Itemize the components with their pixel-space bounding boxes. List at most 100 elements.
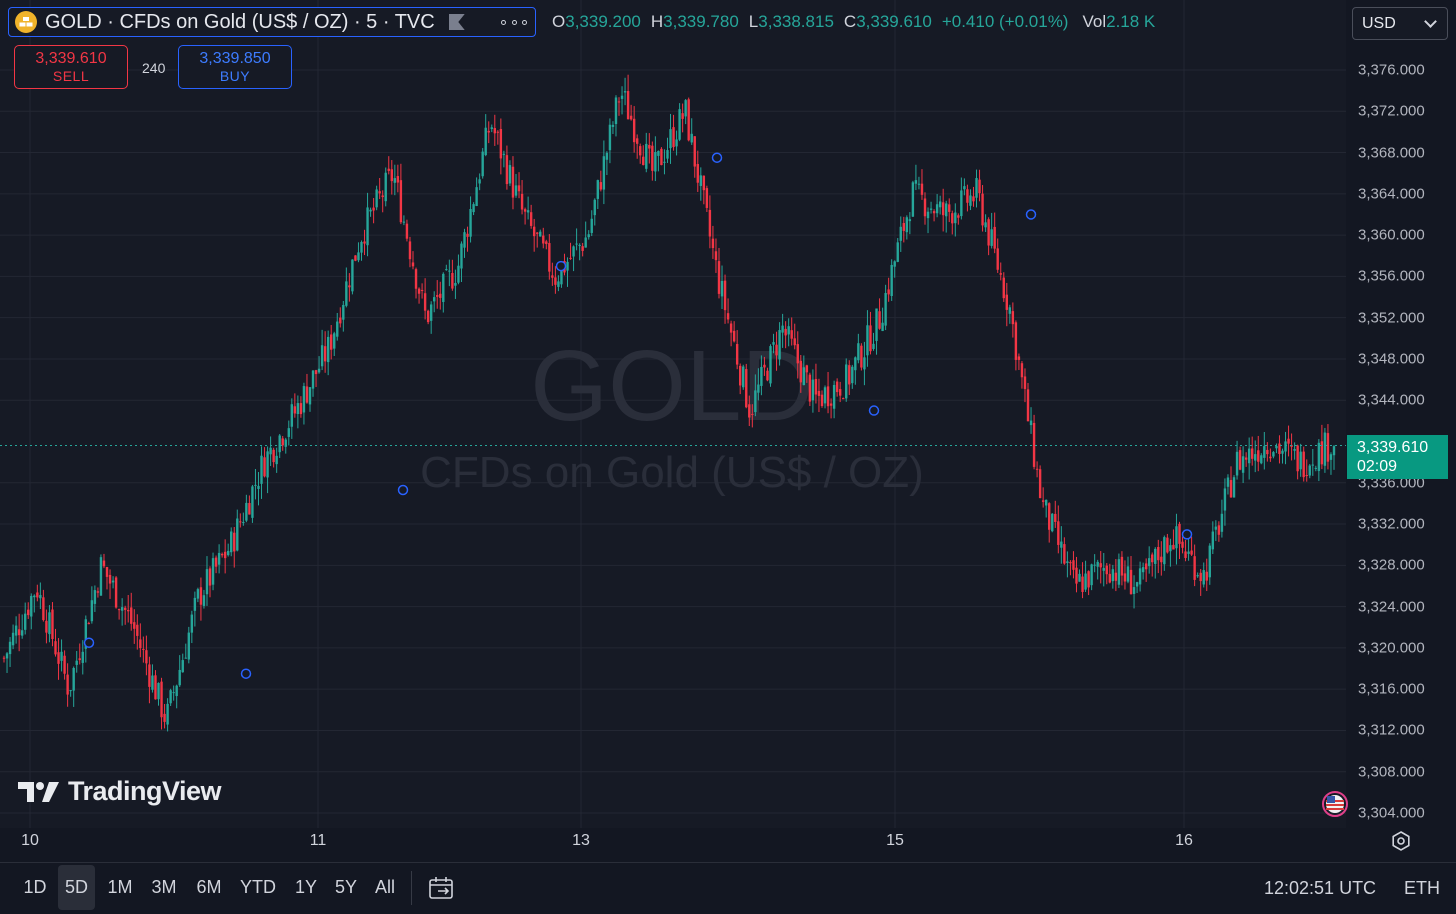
- candle-body: [838, 389, 842, 396]
- candle-body: [75, 660, 78, 665]
- time-axis-label: 13: [572, 832, 590, 849]
- candle-body: [1269, 456, 1272, 459]
- candle-body: [184, 657, 187, 659]
- candle-body: [211, 558, 215, 585]
- candle-body: [1302, 451, 1305, 478]
- candle-body: [745, 369, 748, 408]
- range-button-all[interactable]: All: [374, 877, 395, 897]
- candle-body: [926, 211, 930, 219]
- range-button-6m[interactable]: 6M: [196, 877, 222, 897]
- candle-body: [820, 394, 824, 407]
- range-button-3m[interactable]: 3M: [151, 877, 177, 897]
- candle-body: [1120, 556, 1124, 576]
- candle-body: [1244, 457, 1248, 460]
- candle-body: [548, 243, 551, 272]
- event-marker-icon: [1025, 209, 1037, 220]
- candle-body: [623, 91, 627, 93]
- candle-body: [938, 201, 942, 208]
- sell-button[interactable]: 3,339.610 SELL: [14, 45, 128, 89]
- candle-body: [987, 219, 990, 246]
- price-axis-label: 3,308.000: [1358, 763, 1425, 781]
- candle-body: [1063, 544, 1066, 564]
- range-button-5y[interactable]: 5Y: [334, 877, 358, 897]
- candle-body: [493, 128, 496, 134]
- tradingview-watermark[interactable]: TradingView: [18, 776, 222, 807]
- range-button-1d[interactable]: 1D: [23, 877, 47, 897]
- settings-icon[interactable]: [1390, 830, 1412, 852]
- go-to-date-icon[interactable]: [428, 875, 456, 901]
- candle-body: [626, 91, 630, 120]
- candle-body: [120, 607, 124, 611]
- candle-body: [1032, 422, 1036, 467]
- candle-body: [1241, 456, 1245, 473]
- candle-body: [1332, 446, 1336, 456]
- candle-body: [854, 357, 857, 371]
- candle-body: [999, 273, 1002, 275]
- buy-button[interactable]: 3,339.850 BUY: [178, 45, 292, 89]
- candle-body: [175, 685, 178, 697]
- candle-body: [214, 557, 218, 567]
- candle-body: [1051, 513, 1054, 532]
- candle-body: [17, 629, 21, 636]
- more-options-icon[interactable]: [501, 19, 527, 25]
- candle-body: [1044, 499, 1048, 506]
- candle-body: [348, 285, 351, 288]
- range-button-5d[interactable]: 5D: [58, 865, 95, 910]
- candle-body: [60, 651, 63, 661]
- symbol-selector[interactable]: GOLD · CFDs on Gold (US$ / OZ) · 5 · TVC: [8, 7, 536, 37]
- candle-body: [42, 597, 45, 621]
- candle-body: [1005, 294, 1009, 310]
- price-chart[interactable]: GOLD CFDs on Gold (US$ / OZ): [0, 0, 1346, 828]
- range-button-1m[interactable]: 1M: [107, 877, 133, 897]
- candle-body: [230, 531, 233, 553]
- candle-body: [326, 336, 330, 363]
- candle-body: [526, 210, 530, 213]
- time-axis-label: 11: [309, 832, 327, 849]
- us-flag-icon[interactable]: [1322, 791, 1348, 817]
- candle-body: [972, 196, 975, 202]
- candle-body: [1099, 563, 1102, 568]
- candle-body: [1017, 356, 1021, 360]
- candle-body: [1235, 451, 1239, 476]
- candle-body: [969, 195, 972, 206]
- close-value: 3,339.610: [856, 12, 932, 31]
- close-key: C: [843, 12, 857, 31]
- candle-body: [220, 553, 224, 556]
- candle-body: [532, 226, 536, 237]
- candle-body: [505, 155, 509, 185]
- candle-body: [333, 333, 336, 349]
- candle-body: [1020, 363, 1024, 378]
- candle-body: [293, 406, 297, 414]
- price-axis-label: 3,320.000: [1358, 639, 1425, 657]
- candle-body: [614, 97, 618, 125]
- candle-body: [127, 609, 130, 612]
- flag-icon[interactable]: [448, 14, 465, 30]
- candle-body: [1323, 432, 1327, 466]
- candle-body: [1172, 544, 1175, 550]
- candle-body: [975, 178, 978, 198]
- candle-body: [411, 262, 415, 267]
- price-axis-label: 3,352.000: [1358, 309, 1425, 327]
- currency-select[interactable]: USD: [1352, 7, 1448, 40]
- price-axis-label: 3,344.000: [1358, 391, 1425, 409]
- candle-body: [51, 609, 54, 640]
- range-button-1y[interactable]: 1Y: [294, 877, 318, 897]
- candle-body: [1029, 420, 1033, 426]
- candle-body: [260, 455, 263, 484]
- candle-body: [1169, 545, 1172, 552]
- candle-body: [1193, 556, 1196, 580]
- candle-body: [24, 613, 27, 630]
- price-axis-label: 3,328.000: [1358, 556, 1425, 574]
- candle-body: [357, 252, 360, 261]
- candle-body: [575, 243, 578, 245]
- candle-body: [508, 165, 512, 184]
- candle-body: [1208, 545, 1211, 578]
- session-toggle[interactable]: ETH: [1404, 878, 1440, 898]
- utc-clock[interactable]: 12:02:51 UTC: [1264, 878, 1377, 898]
- candle-body: [539, 231, 542, 237]
- candle-body: [929, 208, 933, 210]
- range-button-ytd[interactable]: YTD: [240, 877, 276, 897]
- price-axis-label: 3,356.000: [1358, 267, 1425, 285]
- candle-body: [1163, 537, 1166, 565]
- chart-area[interactable]: GOLD CFDs on Gold (US$ / OZ): [0, 0, 1346, 828]
